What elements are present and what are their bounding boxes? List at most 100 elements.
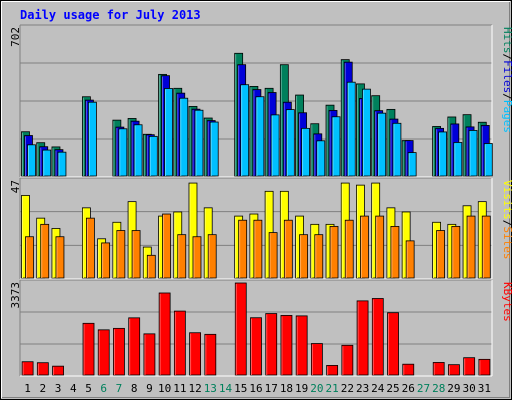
bar-kbytes-day-13 — [204, 333, 217, 376]
bar-sites-day-22 — [344, 219, 354, 279]
plots: 702Hits/Files/Pages47Visits/Sites3373KBy… — [9, 24, 512, 377]
day-label-8: 8 — [131, 382, 138, 395]
bar-kbytes-day-30 — [463, 357, 476, 376]
bar-pages-day-7 — [118, 128, 128, 177]
ymax-label: 3373 — [9, 282, 22, 309]
bar-kbytes-day-5 — [82, 322, 95, 376]
bar-sites-day-2 — [40, 223, 50, 279]
bar-kbytes-day-7 — [113, 327, 125, 376]
day-label-14: 14 — [219, 382, 233, 395]
bar-sites-day-11 — [177, 234, 187, 279]
bar-pages-day-9 — [148, 135, 158, 177]
bar-pages-day-8 — [133, 124, 143, 177]
bar-pages-day-23 — [362, 88, 371, 177]
legend-files: Files — [501, 60, 512, 93]
bar-sites-day-10 — [162, 213, 171, 279]
day-label-15: 15 — [234, 382, 247, 395]
legend-hits: Hits — [501, 27, 512, 54]
bar-pages-day-15 — [240, 84, 250, 177]
legend-sites: Sites — [501, 226, 512, 259]
day-label-22: 22 — [341, 382, 354, 395]
day-label-21: 21 — [326, 382, 339, 395]
bar-pages-day-25 — [392, 122, 402, 177]
bar-sites-day-23 — [360, 215, 369, 279]
bar-pages-day-18 — [285, 109, 295, 177]
bar-pages-day-13 — [209, 121, 219, 177]
day-label-30: 30 — [463, 382, 476, 395]
bar-sites-day-24 — [375, 215, 385, 279]
panel-visits-sites: 47 Visits/Sites — [9, 177, 512, 280]
bar-pages-day-5 — [88, 101, 97, 177]
bar-kbytes-day-10 — [158, 292, 171, 376]
day-label-9: 9 — [146, 382, 153, 395]
bar-pages-day-31 — [483, 143, 493, 177]
legend: Visits/Sites — [501, 180, 512, 260]
day-label-3: 3 — [55, 382, 62, 395]
day-label-31: 31 — [478, 382, 491, 395]
bar-sites-day-16 — [253, 219, 263, 279]
bar-sites-day-28 — [436, 230, 445, 279]
day-label-17: 17 — [265, 382, 278, 395]
day-label-23: 23 — [356, 382, 369, 395]
bar-sites-day-20 — [314, 234, 324, 279]
bar-kbytes-day-11 — [173, 310, 186, 376]
day-label-18: 18 — [280, 382, 293, 395]
bar-pages-day-17 — [270, 114, 280, 177]
bar-sites-day-26 — [405, 240, 415, 279]
bar-kbytes-day-22 — [341, 344, 354, 376]
bar-pages-day-2 — [42, 149, 52, 177]
day-label-19: 19 — [295, 382, 308, 395]
legend: KBytes — [501, 282, 512, 322]
day-label-4: 4 — [70, 382, 77, 395]
ymax-label: 47 — [9, 180, 22, 193]
legend-separator: / — [501, 220, 512, 227]
bar-pages-day-11 — [179, 97, 189, 177]
bar-sites-day-6 — [101, 242, 111, 279]
bar-pages-day-22 — [346, 81, 356, 177]
bar-sites-day-15 — [238, 219, 248, 279]
day-label-12: 12 — [188, 382, 201, 395]
day-label-20: 20 — [310, 382, 323, 395]
legend-separator: / — [501, 93, 512, 100]
legend-pages: Pages — [501, 100, 512, 133]
bar-sites-day-7 — [116, 230, 126, 279]
bar-sites-day-30 — [466, 215, 476, 279]
bar-kbytes-day-3 — [52, 365, 64, 376]
day-label-13: 13 — [204, 382, 217, 395]
legend-visits: Visits — [501, 180, 512, 220]
bar-kbytes-day-1 — [21, 361, 34, 376]
bar-kbytes-day-28 — [432, 362, 445, 376]
bar-kbytes-day-8 — [128, 317, 141, 376]
legend: Hits/Files/Pages — [501, 27, 512, 133]
bar-sites-day-1 — [25, 236, 34, 279]
bar-pages-day-26 — [407, 152, 417, 177]
day-label-5: 5 — [85, 382, 92, 395]
bar-kbytes-day-26 — [402, 363, 415, 376]
bar-kbytes-day-19 — [295, 315, 308, 376]
bar-pages-day-1 — [27, 144, 36, 177]
bar-kbytes-day-29 — [448, 364, 460, 376]
bar-sites-day-9 — [146, 254, 156, 279]
bar-pages-day-12 — [194, 109, 204, 177]
bar-sites-day-12 — [192, 236, 202, 279]
bar-kbytes-day-18 — [280, 315, 293, 376]
bar-kbytes-day-15 — [234, 282, 247, 376]
day-label-24: 24 — [371, 382, 385, 395]
bar-pages-day-28 — [438, 131, 447, 177]
bar-kbytes-day-23 — [356, 300, 369, 376]
bar-pages-day-10 — [164, 88, 173, 177]
bar-kbytes-day-2 — [36, 362, 49, 376]
bar-sites-day-3 — [55, 236, 65, 279]
day-labels: 1 2 3 4 5 6 7 8 9 10 11 12 13 14 15 16 17 18 19 20 21 22 23 24 2… — [24, 382, 491, 395]
legend-kbytes: KBytes — [501, 282, 512, 322]
bar-kbytes-day-12 — [189, 332, 201, 376]
day-label-28: 28 — [432, 382, 445, 395]
day-label-2: 2 — [40, 382, 47, 395]
bar-kbytes-day-16 — [250, 317, 262, 376]
panel-kbytes: 3373 KBytes — [9, 279, 512, 377]
bar-pages-day-21 — [331, 116, 341, 177]
day-label-1: 1 — [24, 382, 31, 395]
